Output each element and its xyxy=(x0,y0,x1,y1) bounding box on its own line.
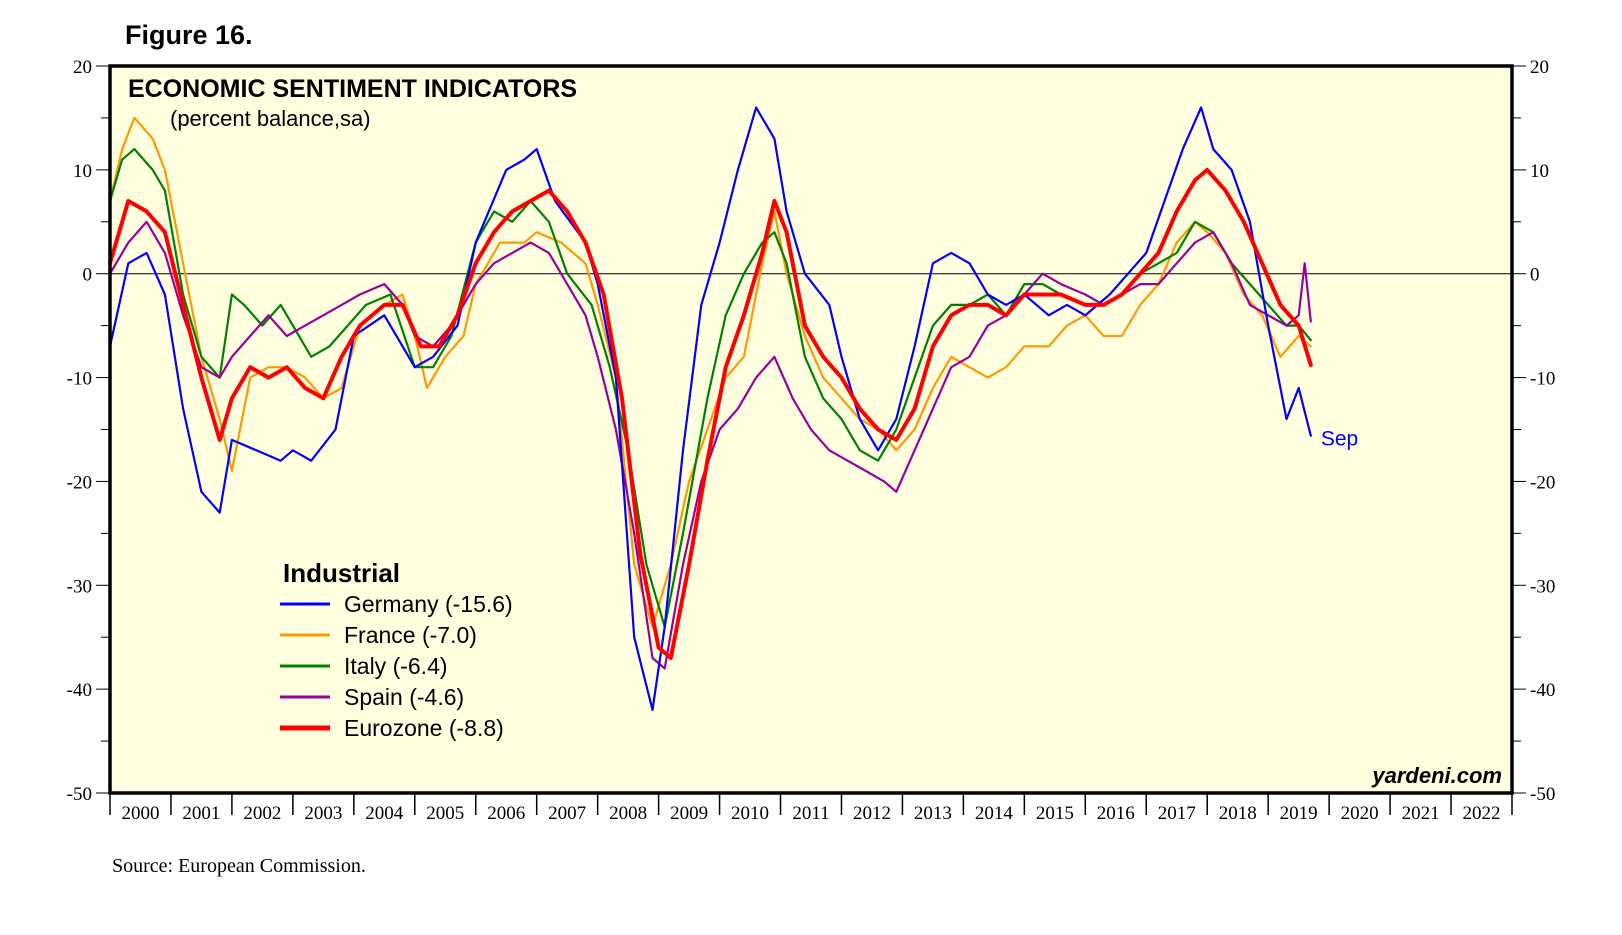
y-tick-label-left: -20 xyxy=(67,472,92,493)
y-tick-label-right: -20 xyxy=(1530,472,1555,493)
x-year-label: 2003 xyxy=(304,803,342,824)
x-year-label: 2014 xyxy=(975,803,1014,824)
end-label-sep: Sep xyxy=(1321,428,1358,451)
x-year-label: 2007 xyxy=(548,803,586,824)
y-tick-label-right: 0 xyxy=(1530,265,1540,286)
x-year-label: 2008 xyxy=(609,803,647,824)
y-tick-label-left: 0 xyxy=(83,265,93,286)
series-line-spain xyxy=(108,220,1312,670)
y-tick-label-left: -40 xyxy=(67,680,92,701)
y-tick-label-left: -30 xyxy=(67,576,92,597)
source-note: Source: European Commission. xyxy=(112,855,366,877)
y-tick-label-right: -10 xyxy=(1530,369,1555,390)
x-year-label: 2009 xyxy=(670,803,708,824)
chart-title: ECONOMIC SENTIMENT INDICATORS xyxy=(128,75,577,103)
legend-label-italy: Italy (-6.4) xyxy=(344,653,448,679)
x-year-label: 2017 xyxy=(1158,803,1196,824)
x-year-label: 2018 xyxy=(1219,803,1257,824)
y-tick-label-left: -10 xyxy=(67,369,92,390)
x-year-label: 2004 xyxy=(365,803,404,824)
x-year-label: 2022 xyxy=(1463,803,1501,824)
y-tick-label-right: 10 xyxy=(1530,161,1549,182)
x-year-label: 2006 xyxy=(487,803,525,824)
series-line-germany xyxy=(108,106,1312,712)
y-tick-label-left: 20 xyxy=(73,57,92,78)
y-tick-label-right: -50 xyxy=(1530,784,1555,805)
series-line-eurozone xyxy=(108,167,1313,660)
legend-label-france: France (-7.0) xyxy=(344,622,477,648)
x-year-label: 2001 xyxy=(182,803,220,824)
legend-title: Industrial xyxy=(283,558,400,588)
legend: Germany (-15.6) France (-7.0) Italy (-6.4)… xyxy=(280,591,513,741)
y-tick-label-right: -40 xyxy=(1530,680,1555,701)
y-tick-label-right: 20 xyxy=(1530,57,1549,78)
x-year-label: 2011 xyxy=(792,803,829,824)
legend-label-spain: Spain (-4.6) xyxy=(344,684,464,710)
x-year-label: 2015 xyxy=(1036,803,1074,824)
x-year-label: 2005 xyxy=(426,803,464,824)
x-year-label: 2019 xyxy=(1280,803,1318,824)
y-tick-label-left: 10 xyxy=(73,161,92,182)
x-year-label: 2010 xyxy=(731,803,769,824)
series-line-france xyxy=(108,116,1312,628)
y-tick-label-right: -30 xyxy=(1530,576,1555,597)
x-year-label: 2020 xyxy=(1341,803,1379,824)
x-year-label: 2013 xyxy=(914,803,952,824)
x-year-label: 2021 xyxy=(1402,803,1440,824)
chart-subtitle: (percent balance,sa) xyxy=(170,106,371,131)
figure-label: Figure 16. xyxy=(125,20,253,50)
x-year-label: 2016 xyxy=(1097,803,1135,824)
x-year-label: 2002 xyxy=(243,803,281,824)
legend-label-germany: Germany (-15.6) xyxy=(344,591,513,617)
legend-label-eurozone: Eurozone (-8.8) xyxy=(344,715,504,741)
watermark: yardeni.com xyxy=(1371,763,1502,788)
x-year-label: 2000 xyxy=(121,803,159,824)
y-tick-label-left: -50 xyxy=(67,784,92,805)
x-year-label: 2012 xyxy=(853,803,891,824)
